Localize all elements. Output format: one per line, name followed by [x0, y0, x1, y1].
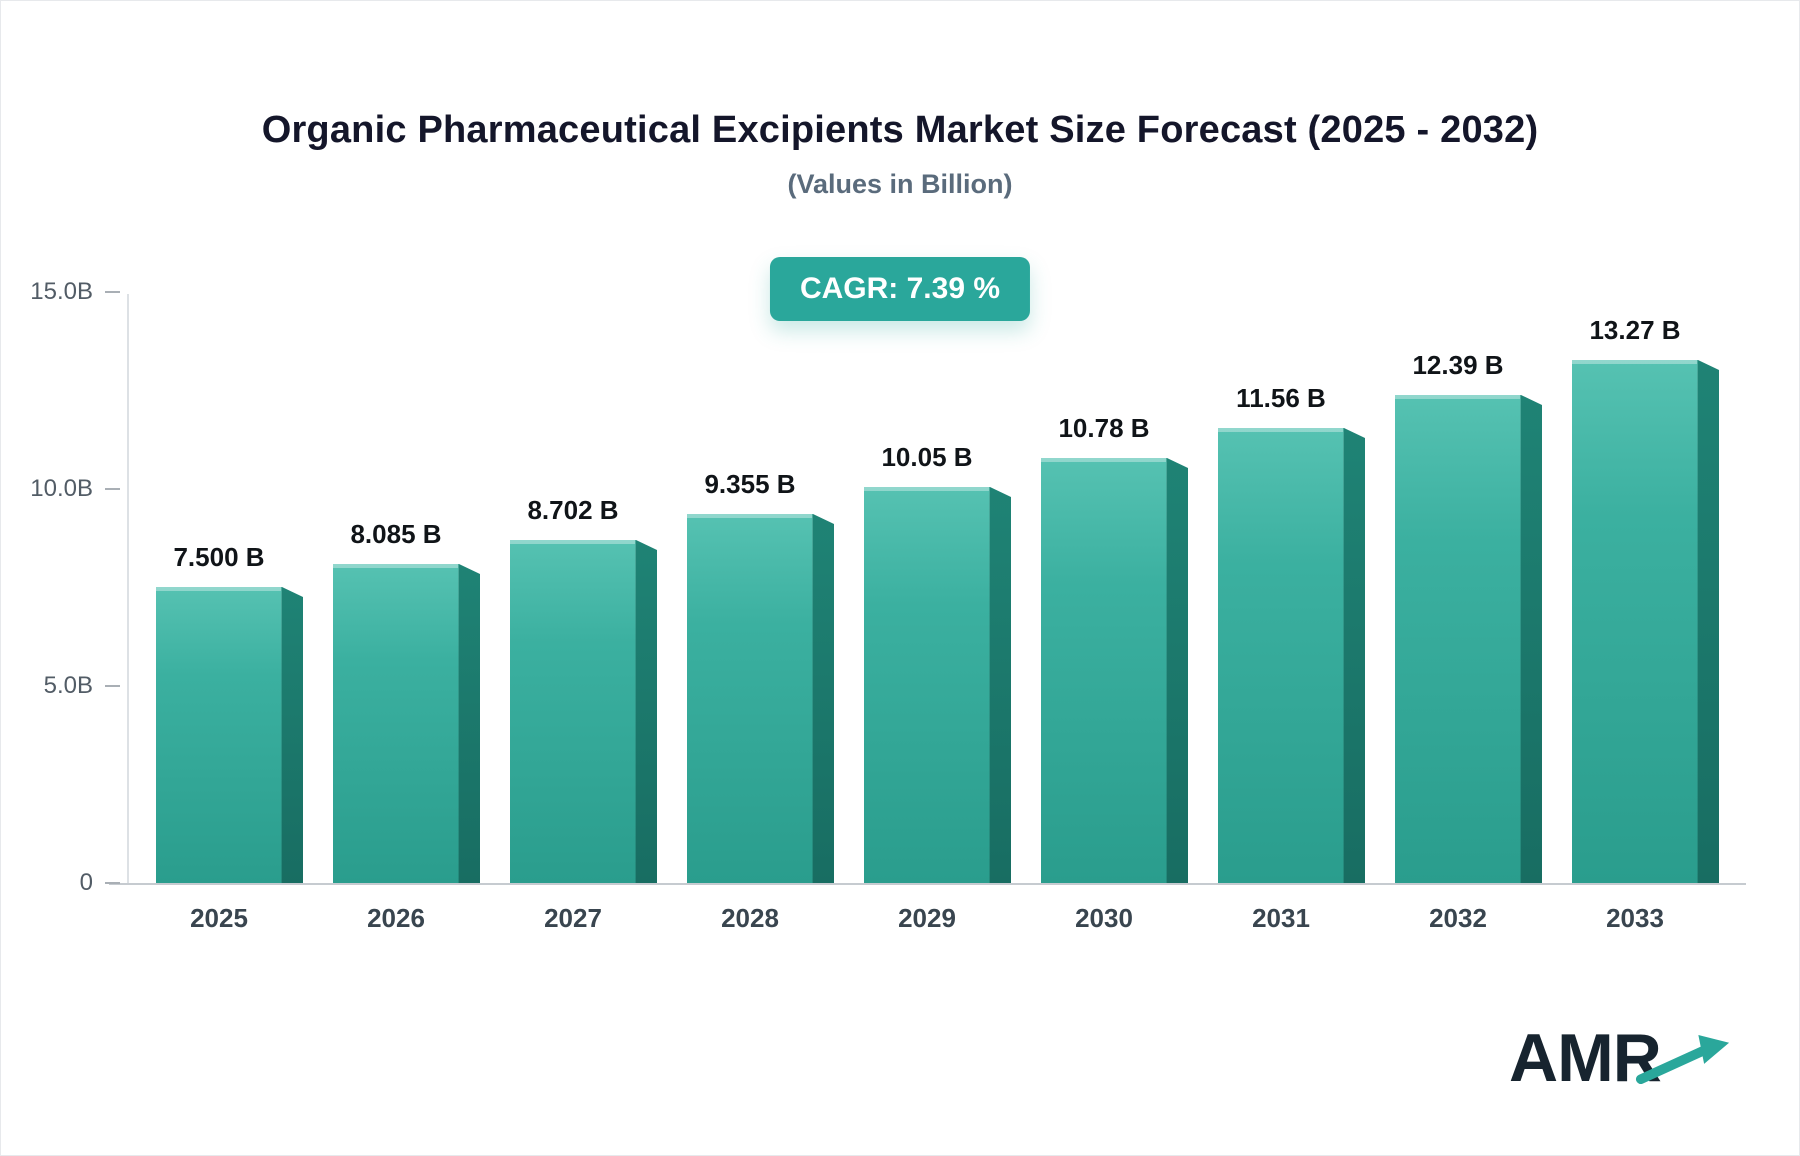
bar-value-label: 10.78 B: [1058, 413, 1150, 443]
x-axis-label: 2029: [898, 903, 956, 933]
bar: [333, 564, 459, 883]
bar-group: 13.27 B: [1572, 315, 1719, 883]
bar: [1572, 360, 1698, 883]
brand-logo-text: AMR: [1509, 1020, 1662, 1096]
y-axis-tick-label: 15.0B: [30, 278, 93, 305]
baseline-extension: [109, 883, 129, 885]
bar-group: 8.702 B: [510, 495, 657, 883]
brand-logo: AMR: [1509, 1013, 1730, 1097]
bar-side-face: [459, 564, 480, 883]
bar-top-highlight: [1218, 428, 1343, 432]
x-axis-label: 2031: [1252, 903, 1310, 933]
bar-side-face: [1698, 360, 1719, 883]
y-axis-tick-mark: [105, 882, 120, 884]
bar-side-face: [1167, 458, 1188, 883]
bar-top-highlight: [1395, 395, 1520, 399]
plot-area: 0 5.0B 10.0B 15.0B 7.500 B 2025 8.085 B 2026 8.7…: [30, 279, 1746, 933]
x-axis-label: 2026: [367, 903, 425, 933]
bar-value-label: 10.05 B: [881, 442, 973, 472]
bar-value-label: 11.56 B: [1236, 383, 1326, 413]
y-axis-tick-label: 10.0B: [30, 475, 93, 502]
bar: [510, 540, 636, 883]
x-axis-label: 2030: [1075, 903, 1133, 933]
cagr-badge: CAGR: 7.39 %: [769, 257, 1031, 321]
bar-top-highlight: [333, 564, 458, 568]
y-axis-tick-mark: [105, 488, 120, 490]
bar-group: 8.085 B: [333, 519, 480, 883]
bar: [864, 487, 990, 883]
bar-side-face: [636, 540, 657, 883]
x-axis-label: 2028: [721, 903, 779, 933]
x-axis-label: 2025: [190, 903, 248, 933]
bar: [1218, 428, 1344, 883]
bar-side-face: [1521, 395, 1542, 883]
y-axis-tick-label: 0: [79, 869, 93, 896]
bar: [1395, 395, 1521, 883]
x-axis-label: 2027: [544, 903, 602, 933]
bar-top-highlight: [687, 514, 812, 518]
bar-group: 9.355 B: [687, 469, 834, 883]
bar-value-label: 8.702 B: [527, 495, 619, 525]
chart-title: Organic Pharmaceutical Excipients Market…: [261, 109, 1539, 151]
y-axis-tick-label: 5.0B: [43, 672, 93, 699]
bar-group: 7.500 B: [156, 542, 303, 883]
bar: [687, 514, 813, 883]
chart-subtitle: (Values in Billion): [787, 169, 1013, 199]
bar-side-face: [1344, 428, 1365, 883]
bar: [1041, 458, 1167, 883]
bar-top-highlight: [1572, 360, 1697, 364]
growth-arrow-icon: [1635, 1035, 1730, 1084]
bar-top-highlight: [510, 540, 635, 544]
bar-value-label: 13.27 B: [1589, 315, 1681, 345]
bar-top-highlight: [864, 487, 989, 491]
bar-value-label: 7.500 B: [173, 542, 265, 572]
x-axis-label: 2032: [1429, 903, 1487, 933]
bar-top-highlight: [1041, 458, 1166, 462]
bar-group: 10.78 B: [1041, 413, 1188, 883]
bar-value-label: 9.355 B: [704, 469, 796, 499]
bar-group: 10.05 B: [864, 442, 1011, 883]
bar: [156, 587, 282, 883]
y-axis-tick-mark: [105, 685, 120, 687]
bar-value-label: 8.085 B: [350, 519, 442, 549]
bar-group: 11.56 B: [1218, 383, 1365, 883]
bar-top-highlight: [156, 587, 281, 591]
bar-value-label: 12.39 B: [1412, 350, 1504, 380]
bar-side-face: [813, 514, 834, 883]
y-axis-tick-mark: [105, 291, 120, 293]
x-axis-label: 2033: [1606, 903, 1664, 933]
bar-side-face: [990, 487, 1011, 883]
bar-side-face: [282, 587, 303, 883]
bar-group: 12.39 B: [1395, 350, 1542, 883]
